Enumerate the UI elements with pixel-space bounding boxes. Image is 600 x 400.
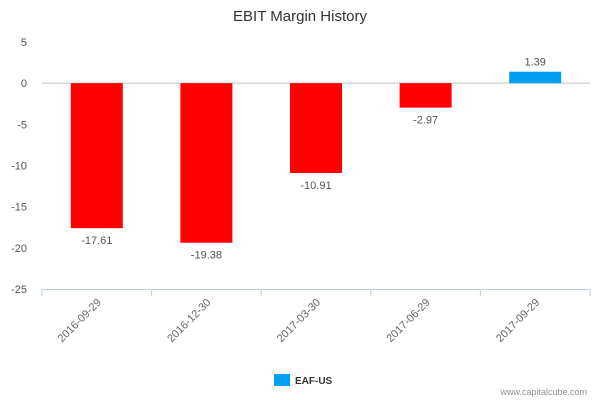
- data-label-2017-09-29: 1.39: [524, 57, 545, 69]
- x-tick-label: 2016-12-30: [165, 297, 213, 345]
- bar-2017-06-29[interactable]: [399, 83, 452, 108]
- legend-label-eaf-us: EAF-US: [295, 376, 333, 387]
- legend[interactable]: EAF-US: [274, 374, 333, 387]
- y-tick-label: -15: [11, 202, 27, 214]
- x-axis: [41, 289, 591, 296]
- y-tick-label: 5: [21, 37, 27, 49]
- bar-2016-12-30[interactable]: [180, 83, 233, 243]
- bar-2017-09-29[interactable]: [509, 71, 562, 84]
- bar-2017-03-30[interactable]: [290, 83, 342, 173]
- x-tick-label: 2017-03-30: [275, 297, 323, 345]
- x-tick-label: 2017-06-29: [384, 297, 432, 345]
- legend-swatch-eaf-us: [274, 374, 290, 386]
- y-axis-ticks: 5 0 -5 -10 -15 -20 -25: [11, 37, 27, 296]
- x-tick-label: 2017-09-29: [494, 297, 542, 345]
- x-tick-label: 2016-09-29: [56, 297, 104, 345]
- data-labels-group: -17.61 -19.38 -10.91 -2.97 1.39: [81, 57, 546, 262]
- data-label-2016-09-29: -17.61: [81, 235, 112, 247]
- y-tick-label: -10: [11, 161, 27, 173]
- bar-2016-09-29[interactable]: [70, 83, 123, 229]
- bars-group: [70, 71, 562, 243]
- x-axis-ticks: 2016-09-29 2016-12-30 2017-03-30 2017-06-29…: [56, 297, 543, 345]
- y-tick-label: -5: [17, 119, 27, 131]
- y-tick-label: 0: [21, 78, 27, 90]
- chart-title: EBIT Margin History: [233, 8, 367, 25]
- data-label-2017-06-29: -2.97: [413, 115, 438, 127]
- data-label-2016-12-30: -19.38: [191, 250, 222, 262]
- data-label-2017-03-30: -10.91: [300, 180, 331, 192]
- y-tick-label: -25: [11, 284, 27, 296]
- y-tick-label: -20: [11, 243, 27, 255]
- credit-text: www.capitalcube.com: [499, 387, 587, 397]
